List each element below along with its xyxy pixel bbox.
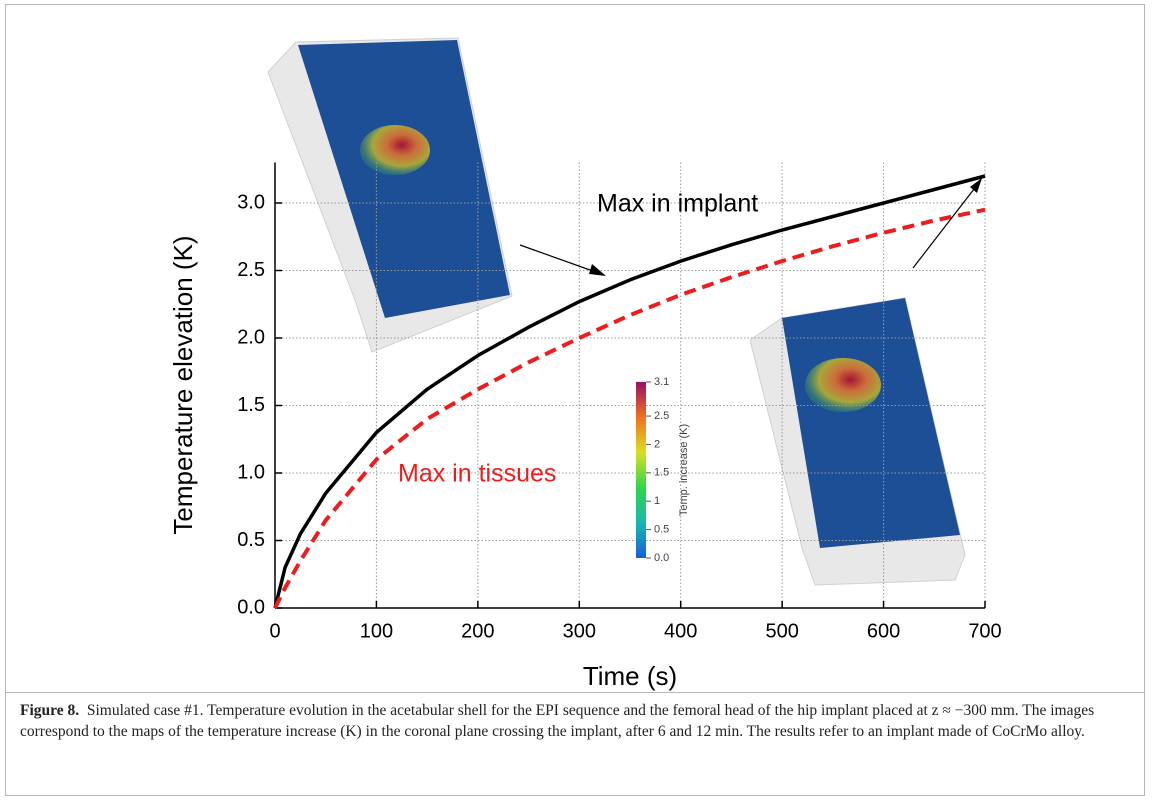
colorbar	[636, 382, 646, 558]
arrow-head	[970, 178, 982, 193]
caption-label: Figure 8.	[20, 702, 80, 719]
y-tick-label: 0.5	[237, 529, 265, 551]
colorbar-tick-label: 1	[654, 495, 660, 507]
separator	[5, 692, 1145, 693]
x-tick-label: 300	[563, 620, 596, 642]
arrow	[519, 244, 605, 276]
y-tick-label: 2.0	[237, 326, 265, 348]
hotspot	[360, 125, 430, 175]
colorbar-tick-label: 0.5	[654, 524, 669, 536]
chart: 0 100 200 300 400 500 600 700 0.0 0.5 1.0 1.5 2.0 2.5…	[168, 37, 1002, 691]
x-tick-label: 500	[765, 620, 798, 642]
thermal-maps	[267, 37, 966, 586]
caption: Figure 8. Simulated case #1. Temperature…	[20, 700, 1135, 742]
y-tick-label: 3.0	[237, 191, 265, 213]
figure-frame	[5, 4, 1145, 796]
y-tick-label: 1.0	[237, 461, 265, 483]
colorbar-tick-label: 3.1	[654, 376, 669, 388]
caption-text: Simulated case #1. Temperature evolution…	[20, 702, 1095, 740]
x-axis-title: Time (s)	[583, 661, 677, 691]
colorbar-tick-label: 0.0	[654, 552, 669, 564]
x-tick-label: 100	[360, 620, 393, 642]
thermal-map	[298, 40, 510, 318]
y-tick-label: 2.5	[237, 259, 265, 281]
x-tick-label: 600	[867, 620, 900, 642]
x-tick-label: 400	[664, 620, 697, 642]
series-line	[273, 207, 986, 609]
x-tick-label: 700	[968, 620, 1001, 642]
hotspot	[805, 358, 881, 412]
y-tick-label: 0.0	[237, 596, 265, 618]
y-tick-label: 1.5	[237, 394, 265, 416]
y-axis-title: Temperature elevation (K)	[168, 235, 198, 534]
legend-label: Max in implant	[597, 190, 758, 218]
arrow	[912, 179, 982, 269]
colorbar-title: Temp. increase (K)	[678, 424, 690, 516]
arrow-head	[589, 264, 606, 276]
colorbar-tick-label: 2	[654, 438, 660, 450]
colorbar-tick-label: 1.5	[654, 467, 669, 479]
legend-label: Max in tissues	[398, 460, 556, 488]
colorbar-tick-label: 2.5	[654, 410, 669, 422]
thermal-map	[782, 298, 960, 548]
series-line	[273, 174, 986, 609]
x-tick-label: 200	[461, 620, 494, 642]
x-tick-label: 0	[269, 620, 280, 642]
